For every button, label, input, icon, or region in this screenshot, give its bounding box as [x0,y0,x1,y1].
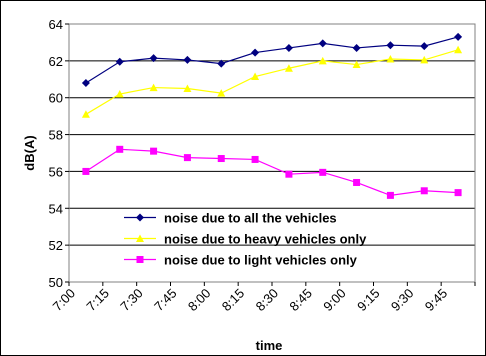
series-line [85,36,459,84]
data-point [284,43,293,52]
y-tick-label: 64 [49,17,63,32]
gridlines [69,60,475,246]
x-axis-title: time [256,338,283,353]
data-point [183,55,192,64]
legend: noise due to all the vehicles noise due t… [124,211,367,268]
data-point [183,84,192,92]
data-point [284,64,293,72]
data-point [420,55,429,64]
y-axis-ticks: 50 52 54 56 58 60 62 64 [49,17,69,290]
data-point [251,72,260,81]
data-point [318,39,327,48]
legend-marker [136,234,144,242]
series-line [85,148,459,197]
data-point [217,89,226,97]
legend-label: noise due to heavy vehicles only [164,232,367,247]
data-point [454,32,463,41]
data-point [352,60,361,69]
data-point [352,43,361,52]
data-point [386,41,395,50]
data-point [115,57,124,66]
data-point [353,178,361,186]
data-point [217,155,225,163]
series-group [81,32,463,199]
y-tick-label: 56 [49,164,63,179]
data-point [420,42,429,51]
data-point [454,189,462,197]
data-point [150,147,158,155]
data-point [116,145,124,153]
data-point [82,167,90,175]
data-point [217,59,226,68]
data-point [454,45,463,54]
data-point [251,48,260,57]
data-point [285,170,293,178]
data-point [149,54,158,63]
legend-label: noise due to light vehicles only [164,253,358,268]
legend-marker [136,256,144,263]
legend-marker [136,213,144,222]
legend-label: noise due to all the vehicles [164,211,337,226]
y-tick-label: 54 [49,201,63,216]
y-tick-label: 58 [49,128,63,143]
data-point [183,154,191,162]
y-tick-label: 60 [49,91,63,106]
y-tick-label: 52 [49,238,63,253]
data-point [81,78,90,87]
data-point [420,187,428,195]
data-point [386,55,395,63]
y-tick-label: 50 [49,275,63,290]
data-point [115,90,124,98]
y-tick-label: 62 [49,54,63,69]
data-point [149,83,158,92]
data-point [251,155,259,163]
series-line [85,49,459,115]
data-point [319,168,327,176]
data-point [318,56,327,65]
data-point [81,110,90,118]
data-point [386,191,394,199]
y-axis-title: dB(A) [22,135,37,170]
